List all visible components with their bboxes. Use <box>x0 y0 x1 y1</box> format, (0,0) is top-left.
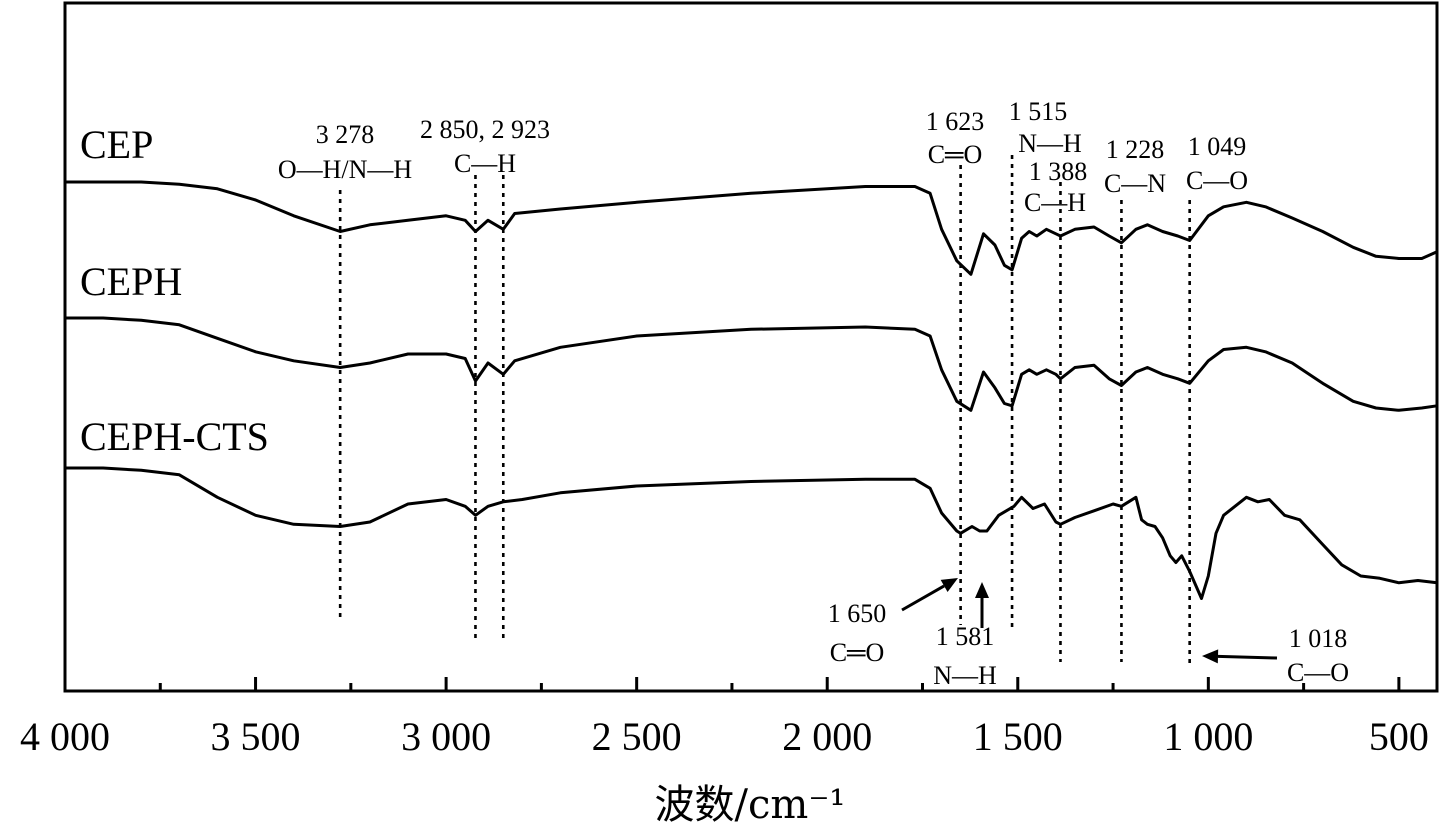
annotation-wavenumber: 1 228 <box>1106 135 1165 164</box>
annotation-wavenumber: 1 018 <box>1289 624 1348 653</box>
x-axis-ticks <box>63 677 1401 691</box>
annotation-group: C—H <box>1024 188 1086 217</box>
spectra <box>65 180 1438 600</box>
annotation-wavenumber: 3 278 <box>316 120 375 149</box>
series-line-ceph <box>65 316 1438 412</box>
series-label-cep: CEP <box>80 122 153 167</box>
annotation-1-581: 1 581 N—H <box>933 622 997 690</box>
annotation-group: C—N <box>1104 169 1166 198</box>
x-tick-label: 500 <box>1369 714 1429 759</box>
x-axis-tick-labels: 4 000 3 500 3 000 2 500 2 000 1 500 1 000 500 <box>20 714 1429 759</box>
reference-lines <box>338 155 1191 668</box>
x-tick-label: 3 500 <box>211 714 301 759</box>
annotation-group: N—H <box>1018 129 1082 158</box>
x-tick-label: 4 000 <box>20 714 110 759</box>
annotation-2-850-2-923: 2 850, 2 923 C—H <box>420 115 550 178</box>
x-tick-label: 2 000 <box>782 714 872 759</box>
annotation-group: C═O <box>830 638 885 667</box>
arrow-1581 <box>975 582 989 628</box>
annotation-wavenumber: 1 515 <box>1009 97 1068 126</box>
series-line-cep <box>65 180 1438 276</box>
annotation-wavenumber: 1 650 <box>828 599 887 628</box>
annotation-group: O—H/N—H <box>278 155 413 184</box>
annotation-1-228: 1 228 C—N <box>1104 135 1166 198</box>
annotation-1-515: 1 515 N—H <box>1009 97 1082 158</box>
annotation-3-278: 3 278 O—H/N—H <box>278 120 413 184</box>
arrow-1650 <box>901 578 958 612</box>
annotation-wavenumber: 1 581 <box>936 622 995 651</box>
annotation-1-049: 1 049 C—O <box>1186 132 1248 195</box>
annotation-group: C—O <box>1287 658 1349 687</box>
annotation-group: C—H <box>454 149 516 178</box>
annotation-group: N—H <box>933 661 997 690</box>
x-tick-label: 1 000 <box>1163 714 1253 759</box>
annotation-1-650: 1 650 C═O <box>828 599 887 667</box>
x-axis-title: 波数/cm⁻¹ <box>655 782 846 828</box>
series-line-ceph-cts <box>65 466 1438 600</box>
series-label-ceph-cts: CEPH-CTS <box>80 414 269 459</box>
plot-frame <box>63 1 1439 693</box>
arrow-1018 <box>1202 649 1278 664</box>
x-tick-label: 2 500 <box>592 714 682 759</box>
x-tick-label: 1 500 <box>973 714 1063 759</box>
annotation-group: C—O <box>1186 166 1248 195</box>
annotation-1-623: 1 623 C═O <box>926 107 985 169</box>
annotation-wavenumber: 2 850, 2 923 <box>420 115 550 144</box>
annotation-wavenumber: 1 623 <box>926 107 985 136</box>
annotation-wavenumber: 1 388 <box>1029 157 1088 186</box>
series-label-ceph: CEPH <box>80 259 182 304</box>
annotation-wavenumber: 1 049 <box>1188 132 1247 161</box>
annotation-1-018: 1 018 C—O <box>1287 624 1349 687</box>
peak-annotations: 3 278 O—H/N—H2 850, 2 923 C—H 1 623 C═O 1 515… <box>278 97 1349 690</box>
x-tick-label: 3 000 <box>401 714 491 759</box>
annotation-group: C═O <box>928 140 983 169</box>
series-labels: CEP CEPH CEPH-CTS <box>80 122 269 459</box>
